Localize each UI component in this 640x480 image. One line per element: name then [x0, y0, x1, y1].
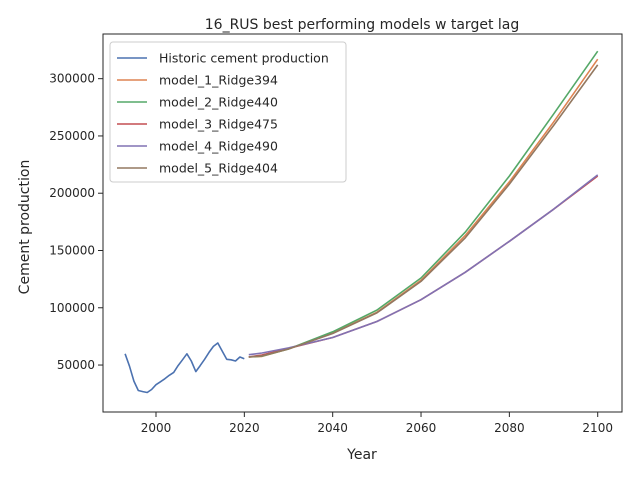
x-axis-label: Year — [346, 447, 377, 463]
legend-label-0: Historic cement production — [159, 51, 329, 66]
series-line-0 — [124, 342, 245, 394]
y-tick-label: 50000 — [57, 358, 95, 372]
series-line-4 — [248, 174, 599, 356]
legend-label-5: model_5_Ridge404 — [159, 161, 278, 176]
legend-label-4: model_4_Ridge490 — [159, 139, 278, 154]
series-lines — [124, 50, 599, 394]
x-tick-label: 2040 — [317, 421, 348, 435]
x-tick-label: 2060 — [406, 421, 437, 435]
x-tick-label: 2080 — [494, 421, 525, 435]
x-tick-label: 2000 — [141, 421, 172, 435]
y-axis-label: Cement production — [17, 160, 33, 295]
legend: Historic cement production model_1_Ridge3… — [109, 41, 347, 183]
y-tick-label: 300000 — [49, 72, 95, 86]
legend-label-3: model_3_Ridge475 — [159, 117, 278, 132]
series-line-5 — [248, 64, 599, 358]
x-tick-label: 2020 — [229, 421, 260, 435]
axis-ticks: 2000 2020 2040 2060 2080 2100 50000 100000 15000… — [49, 72, 613, 435]
y-tick-label: 200000 — [49, 186, 95, 200]
x-tick-label: 2100 — [582, 421, 613, 435]
y-tick-label: 100000 — [49, 301, 95, 315]
y-tick-label: 250000 — [49, 129, 95, 143]
y-tick-label: 150000 — [49, 243, 95, 257]
series-line-3 — [248, 175, 599, 358]
legend-box — [109, 41, 347, 183]
legend-label-2: model_2_Ridge440 — [159, 95, 278, 110]
legend-label-1: model_1_Ridge394 — [159, 73, 278, 88]
plot-frame — [102, 33, 623, 413]
chart-title: 16_RUS best performing models w target l… — [205, 17, 519, 33]
